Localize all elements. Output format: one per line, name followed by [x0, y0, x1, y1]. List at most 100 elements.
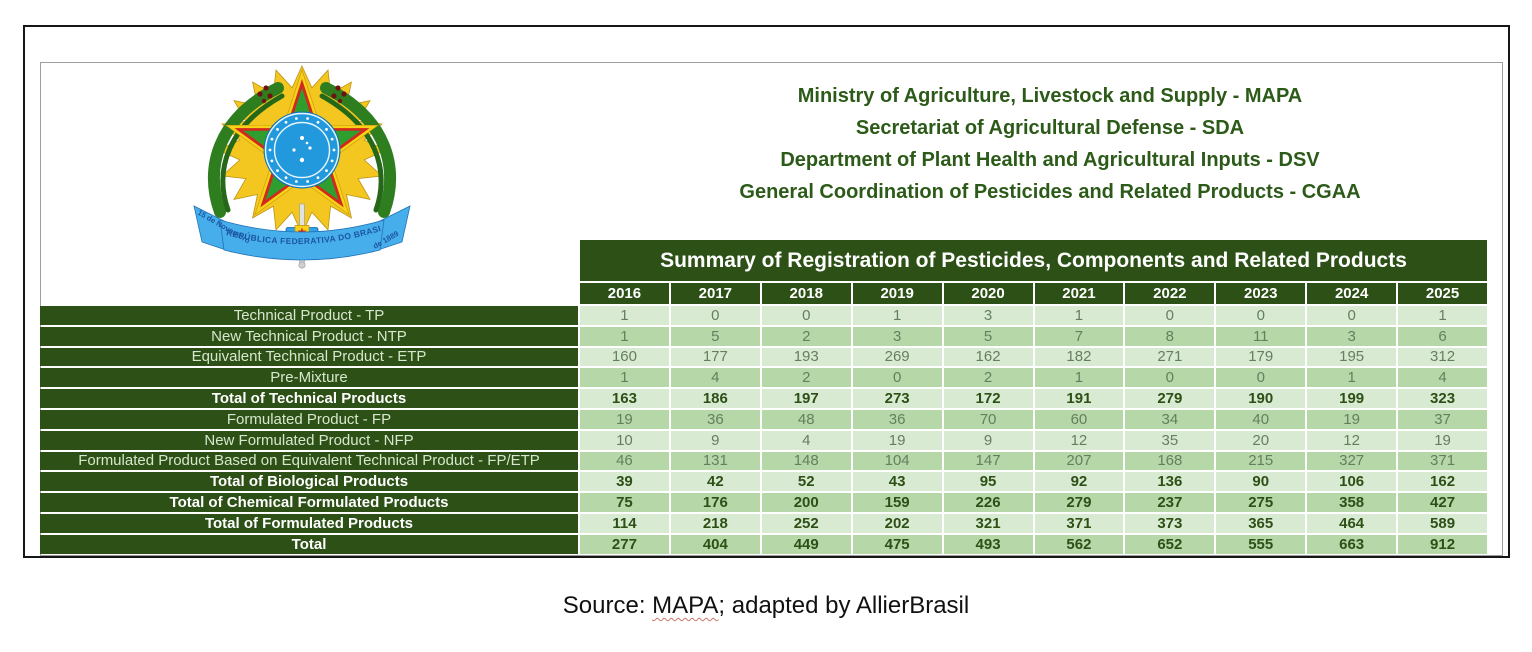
ministry-header-line-4: General Coordination of Pesticides and R… [739, 181, 1361, 203]
year-header-2016: 2016 [580, 283, 669, 304]
table-body: Technical Product - TP 1 0 0 1 3 1 0 0 0 1 New Tech… [40, 306, 1487, 554]
data-cell-2017: 177 [670, 347, 760, 367]
data-cell-2016: 75 [580, 493, 669, 512]
data-cell-2024: 12 [1307, 430, 1397, 450]
data-cell-2022: 34 [1125, 409, 1215, 429]
data-cell-2019: 475 [852, 534, 942, 554]
data-cell-2022: 279 [1125, 389, 1215, 408]
data-cell-2020: 162 [943, 347, 1033, 367]
data-cell-2024: 3 [1307, 326, 1397, 346]
data-cell-2024: 663 [1307, 534, 1397, 554]
table-row: Pre-Mixture 1 4 2 0 2 1 0 0 1 4 [40, 368, 1487, 388]
data-cell-2016: 163 [580, 389, 669, 408]
data-cell-2022: 271 [1125, 347, 1215, 367]
data-cell-2016: 46 [580, 451, 669, 471]
data-cell-2024: 199 [1307, 389, 1397, 408]
data-cell-2019: 19 [852, 430, 942, 450]
data-cell-2021: 7 [1034, 326, 1124, 346]
data-cell-2018: 2 [761, 368, 851, 388]
data-cell-2018: 197 [761, 389, 851, 408]
data-cell-2019: 36 [852, 409, 942, 429]
data-cell-2025: 19 [1398, 430, 1487, 450]
source-term-mapa: MAPA [652, 592, 719, 619]
data-cell-2017: 131 [670, 451, 760, 471]
data-cell-2016: 19 [580, 409, 669, 429]
data-cell-2018: 449 [761, 534, 851, 554]
data-cell-2024: 358 [1307, 493, 1397, 512]
data-cell-2016: 1 [580, 326, 669, 346]
data-cell-2020: 172 [943, 389, 1033, 408]
table-row: New Formulated Product - NFP 10 9 4 19 9 12 35 2… [40, 430, 1487, 450]
data-cell-2020: 321 [943, 513, 1033, 533]
data-cell-2018: 193 [761, 347, 851, 367]
row-label: Total of Technical Products [40, 389, 578, 408]
data-cell-2022: 0 [1125, 368, 1215, 388]
data-cell-2023: 179 [1216, 347, 1306, 367]
data-cell-2021: 279 [1034, 493, 1124, 512]
data-cell-2020: 493 [943, 534, 1033, 554]
data-cell-2023: 0 [1216, 306, 1306, 325]
southern-cross [292, 136, 312, 163]
data-cell-2019: 202 [852, 513, 942, 533]
table-row: Total of Biological Products 39 42 52 43 95 92… [40, 472, 1487, 492]
row-label: Pre-Mixture [40, 368, 578, 388]
table-row: Total of Technical Products 163 186 197 273 1… [40, 389, 1487, 408]
data-cell-2024: 106 [1307, 472, 1397, 492]
row-label: Technical Product - TP [40, 306, 578, 325]
data-cell-2023: 275 [1216, 493, 1306, 512]
data-cell-2022: 35 [1125, 430, 1215, 450]
data-cell-2017: 36 [670, 409, 760, 429]
table-row: Total of Chemical Formulated Products 75 1… [40, 493, 1487, 512]
row-label: Total [40, 534, 578, 554]
data-cell-2022: 168 [1125, 451, 1215, 471]
table-row: New Technical Product - NTP 1 5 2 3 5 7 8 11 3 6 [40, 326, 1487, 346]
data-cell-2020: 9 [943, 430, 1033, 450]
data-cell-2025: 427 [1398, 493, 1487, 512]
data-cell-2022: 8 [1125, 326, 1215, 346]
data-cell-2017: 9 [670, 430, 760, 450]
data-cell-2017: 186 [670, 389, 760, 408]
data-cell-2020: 70 [943, 409, 1033, 429]
data-cell-2022: 652 [1125, 534, 1215, 554]
row-label: New Formulated Product - NFP [40, 430, 578, 450]
data-cell-2016: 10 [580, 430, 669, 450]
data-cell-2019: 159 [852, 493, 942, 512]
data-cell-2020: 226 [943, 493, 1033, 512]
row-label: New Technical Product - NTP [40, 326, 578, 346]
table-row: Total 277 404 449 475 493 562 652 555 663 912 [40, 534, 1487, 554]
data-cell-2020: 95 [943, 472, 1033, 492]
data-cell-2025: 1 [1398, 306, 1487, 325]
data-cell-2016: 1 [580, 306, 669, 325]
data-cell-2017: 5 [670, 326, 760, 346]
data-cell-2025: 4 [1398, 368, 1487, 388]
row-label: Equivalent Technical Product - ETP [40, 347, 578, 367]
data-cell-2021: 1 [1034, 368, 1124, 388]
data-cell-2021: 1 [1034, 306, 1124, 325]
data-cell-2016: 160 [580, 347, 669, 367]
data-cell-2016: 1 [580, 368, 669, 388]
data-cell-2019: 269 [852, 347, 942, 367]
data-cell-2022: 136 [1125, 472, 1215, 492]
data-cell-2018: 200 [761, 493, 851, 512]
data-cell-2020: 3 [943, 306, 1033, 325]
data-cell-2024: 1 [1307, 368, 1397, 388]
data-cell-2016: 39 [580, 472, 669, 492]
coffee-berries [257, 85, 347, 104]
year-header-2021: 2021 [1034, 283, 1124, 304]
data-cell-2017: 218 [670, 513, 760, 533]
year-header-2020: 2020 [943, 283, 1033, 304]
star-ring [268, 117, 336, 183]
data-cell-2020: 2 [943, 368, 1033, 388]
data-cell-2021: 92 [1034, 472, 1124, 492]
data-cell-2022: 373 [1125, 513, 1215, 533]
table-row: Equivalent Technical Product - ETP 160 177… [40, 347, 1487, 367]
data-cell-2019: 104 [852, 451, 942, 471]
table-row: Total of Formulated Products 114 218 252 202… [40, 513, 1487, 533]
data-cell-2025: 312 [1398, 347, 1487, 367]
data-cell-2021: 371 [1034, 513, 1124, 533]
data-cell-2025: 323 [1398, 389, 1487, 408]
row-label: Total of Formulated Products [40, 513, 578, 533]
year-header-2017: 2017 [670, 283, 760, 304]
data-cell-2024: 464 [1307, 513, 1397, 533]
data-cell-2023: 555 [1216, 534, 1306, 554]
